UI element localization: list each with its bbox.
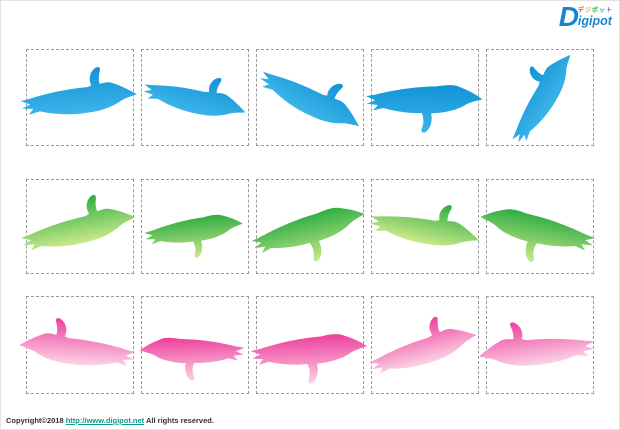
copyright-text: Copyright©2018 bbox=[6, 416, 64, 425]
clipart-cell-blue-1 bbox=[19, 49, 138, 146]
clipart-cell-pink-2 bbox=[139, 296, 249, 394]
clipart-cell-blue-5 bbox=[486, 40, 594, 148]
clipart-cell-green-4 bbox=[367, 179, 486, 274]
logo-d-letter: D bbox=[558, 1, 579, 32]
penguin-silhouette-icon bbox=[490, 40, 583, 148]
penguin-silhouette-icon bbox=[18, 316, 137, 368]
penguin-silhouette-icon bbox=[474, 204, 598, 273]
penguin-silhouette-icon bbox=[364, 82, 483, 135]
digipot-logo: D デジポット igipot bbox=[558, 1, 613, 32]
penguin-silhouette-icon bbox=[140, 58, 253, 127]
clipart-cell-blue-4 bbox=[364, 49, 483, 146]
clipart-cell-green-2 bbox=[141, 179, 249, 274]
clipart-cell-blue-3 bbox=[255, 46, 373, 146]
logo-wordmark: igipot bbox=[577, 14, 612, 28]
rights-text: All rights reserved. bbox=[146, 416, 214, 425]
penguin-silhouette-icon bbox=[362, 308, 481, 378]
clipart-cell-pink-3 bbox=[250, 296, 369, 394]
clipart-cell-green-5 bbox=[474, 179, 598, 274]
clipart-cell-green-3 bbox=[248, 179, 373, 275]
clipart-cell-pink-5 bbox=[474, 296, 597, 394]
clipart-cell-blue-2 bbox=[140, 49, 253, 146]
penguin-silhouette-icon bbox=[474, 311, 597, 373]
clipart-cell-pink-1 bbox=[18, 296, 137, 394]
footer: Copyright©2018 http://www.digipot.net Al… bbox=[6, 416, 214, 425]
logo-katakana: デジポット bbox=[577, 8, 613, 14]
digipot-link[interactable]: http://www.digipot.net bbox=[65, 416, 145, 425]
penguin-silhouette-icon bbox=[19, 65, 138, 117]
penguin-silhouette-icon bbox=[15, 188, 139, 254]
penguin-silhouette-icon bbox=[367, 188, 486, 256]
penguin-silhouette-icon bbox=[248, 201, 373, 275]
penguin-silhouette-icon bbox=[143, 212, 246, 263]
penguin-silhouette-icon bbox=[255, 46, 373, 140]
clipart-cell-pink-4 bbox=[362, 296, 481, 394]
penguin-silhouette-icon bbox=[250, 333, 369, 386]
clipart-cell-green-1 bbox=[15, 179, 139, 274]
penguin-silhouette-icon bbox=[139, 335, 246, 383]
